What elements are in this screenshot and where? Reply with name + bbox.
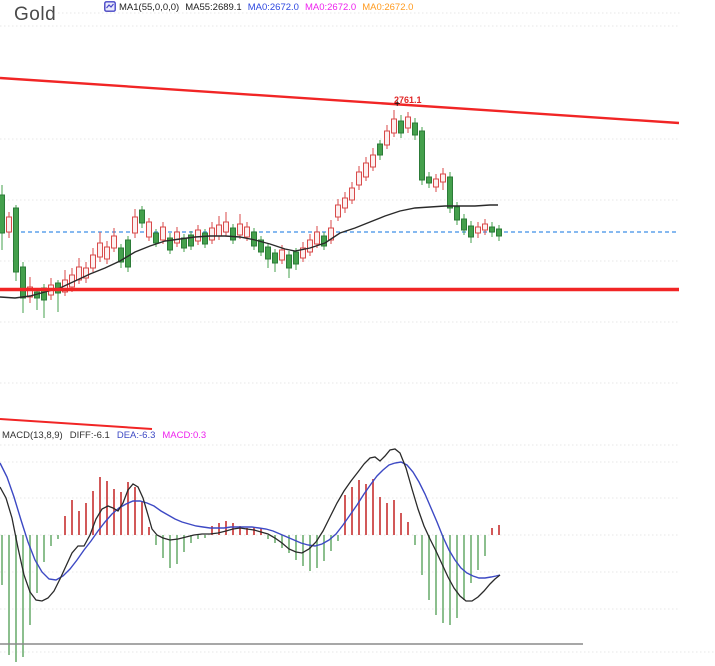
- ma55-value-label: MA55:2689.1: [185, 2, 242, 13]
- macd-dea-label: DEA:-6.3: [116, 430, 156, 441]
- macd-macd-label: MACD:0.3: [162, 430, 207, 441]
- dea-line: [0, 461, 501, 581]
- macd-diff-label: DIFF:-6.1: [69, 430, 110, 441]
- ma55-line: [0, 204, 498, 299]
- crosshair-plus-marker: +: [394, 98, 401, 110]
- macd-settings-label: MACD(13,8,9): [2, 430, 63, 441]
- macd-indicator-legend: MACD(13,8,9) DIFF:-6.1 DEA:-6.3 MACD:0.3: [2, 430, 206, 441]
- candlestick-series: [0, 110, 502, 318]
- ma55-line-group: [0, 204, 498, 299]
- dea-line-group: [0, 461, 501, 581]
- instrument-title: Gold: [14, 4, 57, 25]
- ma0-value-label-1: MA0:2672.0: [247, 2, 299, 13]
- gridlines: [0, 12, 715, 653]
- macd-histogram: [1, 477, 500, 662]
- diff-line: [0, 448, 501, 602]
- ma-settings-label: MA1(55,0,0,0): [119, 2, 180, 13]
- trendlines: [0, 76, 680, 430]
- indicator-settings-icon[interactable]: [104, 1, 116, 12]
- ma-indicator-legend: MA1(55,0,0,0) MA55:2689.1 MA0:2672.0 MA0…: [104, 1, 413, 14]
- ma0-value-label-3: MA0:2672.0: [362, 2, 414, 13]
- ma0-value-label-2: MA0:2672.0: [304, 2, 357, 13]
- peak-price-annotation: 2761.1: [394, 95, 422, 105]
- diff-line-group: [0, 448, 501, 602]
